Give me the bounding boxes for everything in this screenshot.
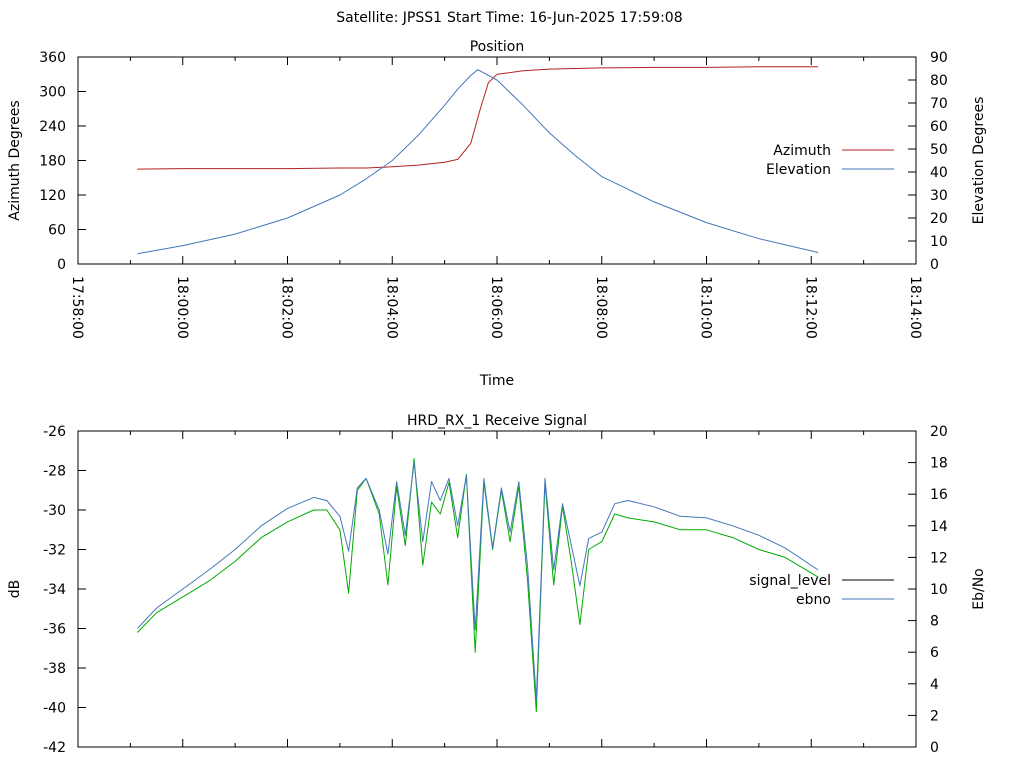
y2-tick-label: 12 (930, 550, 948, 566)
x-tick-label: 18:08:00 (593, 276, 609, 339)
y-tick-label: 240 (39, 119, 66, 135)
plot-frame (77, 430, 917, 748)
y-axis-label: Azimuth Degrees (7, 100, 23, 220)
series-line-elevation (137, 69, 819, 255)
y-axis-label: dB (7, 580, 23, 599)
y2-axis-label: Eb/No (971, 568, 987, 610)
y-tick-label: -36 (43, 622, 66, 638)
x-tick-label: 18:14:00 (907, 276, 923, 339)
plot-frame (77, 56, 917, 265)
legend-label: Azimuth (773, 143, 831, 159)
y-tick-label: -30 (43, 503, 66, 519)
y2-tick-label: 6 (930, 645, 939, 661)
y2-tick-label: 2 (930, 708, 939, 724)
x-tick-label: 18:12:00 (802, 276, 818, 339)
y2-tick-label: 10 (930, 234, 948, 250)
start-time-label: Start Time: 16-Jun-2025 17:59:08 (447, 10, 683, 26)
y2-tick-label: 0 (930, 257, 939, 273)
y-tick-label: 180 (39, 154, 66, 170)
y-tick-label: 360 (39, 50, 66, 66)
x-tick-label: 18:00:00 (174, 276, 190, 339)
y2-tick-label: 90 (930, 50, 948, 66)
y2-tick-label: 14 (930, 519, 948, 535)
legend-label: signal_level (749, 573, 831, 589)
y2-tick-label: 40 (930, 165, 948, 181)
series-line-azimuth (137, 66, 819, 170)
y2-tick-label: 10 (930, 582, 948, 598)
legend-label: ebno (796, 592, 831, 608)
y-tick-label: 300 (39, 85, 66, 101)
y2-tick-label: 20 (930, 424, 948, 440)
y2-tick-label: 70 (930, 96, 948, 112)
y2-tick-label: 50 (930, 142, 948, 158)
position-chart: Position 17:58:00 18:00:00 18:02:00 18:04:00… (7, 39, 987, 389)
y-tick-label: 60 (48, 223, 66, 239)
x-tick-label: 18:06:00 (488, 276, 504, 339)
series-line-signal-level (137, 458, 819, 712)
x-tick-label: 18:02:00 (279, 276, 295, 339)
y-tick-label: 0 (57, 257, 66, 273)
receive-signal-chart: HRD_RX_1 Receive Signal -42 -40 -38 -36 -34 -3… (7, 413, 987, 756)
y2-tick-label: 8 (930, 614, 939, 630)
y-tick-label: -26 (43, 424, 66, 440)
series-line-ebno (137, 462, 819, 701)
y-tick-label: -38 (43, 661, 66, 677)
y2-tick-label: 20 (930, 211, 948, 227)
x-tick-label: 17:58:00 (69, 276, 85, 339)
y-tick-label: -28 (43, 464, 66, 480)
y2-tick-label: 30 (930, 188, 948, 204)
x-tick-label: 18:10:00 (698, 276, 714, 339)
y2-tick-label: 80 (930, 73, 948, 89)
y-tick-label: -32 (43, 543, 66, 559)
y2-tick-label: 60 (930, 119, 948, 135)
y2-tick-label: 18 (930, 456, 948, 472)
x-tick-label: 18:04:00 (383, 276, 399, 339)
y2-tick-label: 4 (930, 677, 939, 693)
y-tick-label: -42 (43, 740, 66, 756)
y2-tick-label: 16 (930, 487, 948, 503)
y2-axis-label: Elevation Degrees (971, 97, 987, 225)
chart-title: Position (470, 39, 525, 55)
legend-label: Elevation (766, 162, 831, 178)
y-tick-label: 120 (39, 188, 66, 204)
chart-title: HRD_RX_1 Receive Signal (407, 413, 587, 429)
y2-tick-label: 0 (930, 740, 939, 756)
y-tick-label: -40 (43, 701, 66, 717)
x-axis-label: Time (479, 373, 514, 389)
y-tick-label: -34 (43, 582, 66, 598)
satellite-label: Satellite: JPSS1 (336, 10, 442, 26)
